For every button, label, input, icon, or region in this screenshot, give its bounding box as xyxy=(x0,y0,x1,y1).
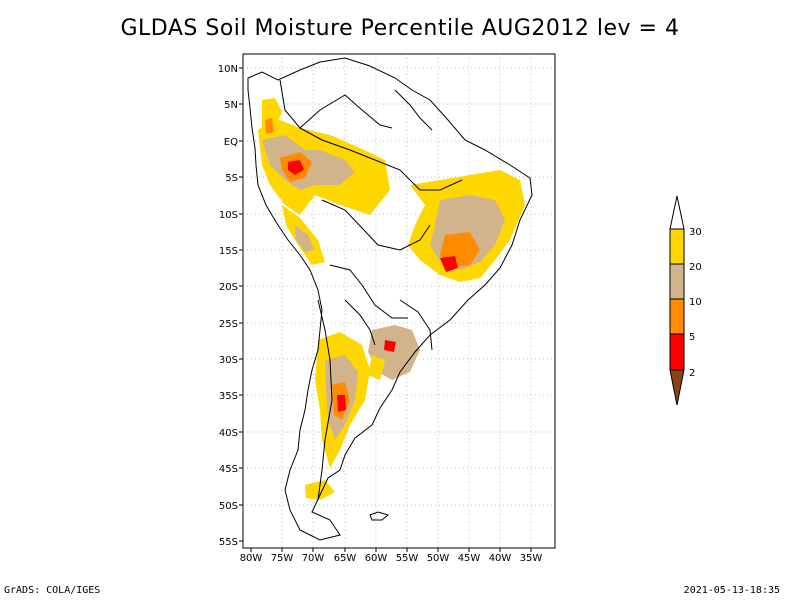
x-tick-70w: 70W xyxy=(302,553,325,564)
footer-timestamp: 2021-05-13-18:35 xyxy=(683,585,780,596)
coastlines xyxy=(247,57,533,541)
colorbar-label-5: 5 xyxy=(689,332,695,343)
y-tick-15s: 15S xyxy=(219,246,238,257)
colorbar-label-10: 10 xyxy=(689,297,702,308)
y-tick-55s: 55S xyxy=(219,537,238,548)
footer-credit: GrADS: COLA/IGES xyxy=(4,585,101,596)
shade-nw-amazon-red xyxy=(288,160,304,175)
colorbar xyxy=(669,195,685,406)
y-tick-20s: 20S xyxy=(219,282,238,293)
shade-patagonia-yellow xyxy=(305,480,335,500)
percentile-shading xyxy=(258,98,525,500)
x-tick-50w: 50W xyxy=(427,553,450,564)
x-tick-55w: 55W xyxy=(396,553,419,564)
y-tick-30s: 30S xyxy=(219,355,238,366)
tick-marks xyxy=(239,67,532,552)
colorbar-label-20: 20 xyxy=(689,262,702,273)
shade-argentina-red xyxy=(337,395,346,412)
colorbar-labels: 30 20 10 5 2 xyxy=(689,227,702,379)
x-tick-45w: 45W xyxy=(458,553,481,564)
map-panel xyxy=(242,53,556,549)
colorbar-box-20-30 xyxy=(669,228,685,265)
x-tick-60w: 60W xyxy=(365,553,388,564)
y-tick-eq: EQ xyxy=(224,137,238,148)
y-tick-5s: 5S xyxy=(225,173,238,184)
y-tick-45s: 45S xyxy=(219,464,238,475)
map-title: GLDAS Soil Moisture Percentile AUG2012 l… xyxy=(120,16,680,41)
colorbar-label-30: 30 xyxy=(689,227,702,238)
x-tick-65w: 65W xyxy=(334,553,357,564)
y-tick-10n: 10N xyxy=(218,64,238,75)
y-axis-ticks: 10N 5N EQ 5S 10S 15S 20S 25S 30S 35S 40S… xyxy=(218,64,238,548)
colorbar-top-triangle xyxy=(669,195,685,230)
colorbar-box-2-5 xyxy=(669,333,685,371)
y-tick-10s: 10S xyxy=(219,210,238,221)
x-tick-80w: 80W xyxy=(240,553,263,564)
x-axis-ticks: 80W 75W 70W 65W 60W 55W 50W 45W 40W 35W xyxy=(240,553,543,564)
colorbar-box-5-10 xyxy=(669,298,685,335)
shade-s-brazil-yellow xyxy=(368,355,385,380)
colorbar-bottom-triangle xyxy=(669,369,685,406)
x-tick-75w: 75W xyxy=(271,553,294,564)
y-tick-5n: 5N xyxy=(224,100,238,111)
y-tick-35s: 35S xyxy=(219,391,238,402)
y-tick-40s: 40S xyxy=(219,428,238,439)
shade-colombia-orange xyxy=(265,118,274,134)
y-tick-25s: 25S xyxy=(219,319,238,330)
shade-s-brazil-red xyxy=(384,340,396,352)
falkland-islands xyxy=(369,511,390,521)
colorbar-label-2: 2 xyxy=(689,368,695,379)
x-tick-35w: 35W xyxy=(520,553,543,564)
shade-peru-tan xyxy=(295,225,315,252)
x-tick-40w: 40W xyxy=(489,553,512,564)
shade-ne-brazil-red xyxy=(440,256,458,272)
y-tick-50s: 50S xyxy=(219,501,238,512)
colorbar-box-10-20 xyxy=(669,263,685,300)
